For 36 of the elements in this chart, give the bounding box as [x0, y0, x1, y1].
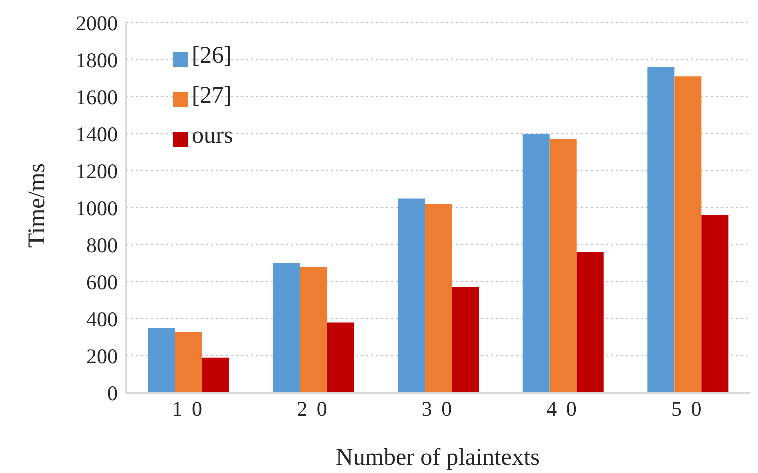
- y-tick-label: 1200: [76, 159, 118, 184]
- y-tick-label: 1800: [76, 48, 118, 72]
- bar: [175, 332, 202, 393]
- bar: [148, 328, 176, 393]
- bar: [398, 198, 426, 393]
- x-tick-label: 3 0: [422, 396, 454, 421]
- y-axis-title: Time/ms: [24, 164, 51, 248]
- y-tick-label: 800: [86, 233, 118, 258]
- bar: [327, 322, 354, 393]
- bar: [550, 140, 577, 393]
- bar: [452, 288, 480, 393]
- y-tick-label: 1400: [76, 122, 118, 146]
- x-tick-label: 2 0: [297, 396, 330, 421]
- x-axis-title: Number of plaintexts: [336, 445, 540, 471]
- bar: [202, 358, 230, 393]
- bar: [273, 264, 300, 393]
- bar: [300, 267, 328, 393]
- x-tick-label: 5 0: [671, 396, 704, 421]
- y-tick-label: 400: [86, 307, 118, 332]
- y-tick-label: 1600: [76, 85, 118, 110]
- bar: [425, 204, 452, 393]
- bar: [576, 252, 604, 393]
- bar: [702, 215, 729, 393]
- y-tick-label: 1000: [76, 196, 118, 220]
- y-tick-label: 2000: [76, 11, 118, 36]
- y-tick-label: 600: [86, 270, 118, 294]
- legend-label: [26]: [192, 43, 232, 69]
- bar: [674, 76, 702, 393]
- legend-label: [27]: [192, 83, 232, 109]
- y-tick-label: 0: [108, 381, 118, 406]
- x-tick-label: 1 0: [172, 396, 205, 421]
- y-tick-label: 200: [86, 344, 118, 368]
- bar: [522, 134, 550, 393]
- bar: [648, 67, 675, 393]
- legend-label: ours: [192, 123, 234, 149]
- x-tick-label: 4 0: [546, 396, 579, 421]
